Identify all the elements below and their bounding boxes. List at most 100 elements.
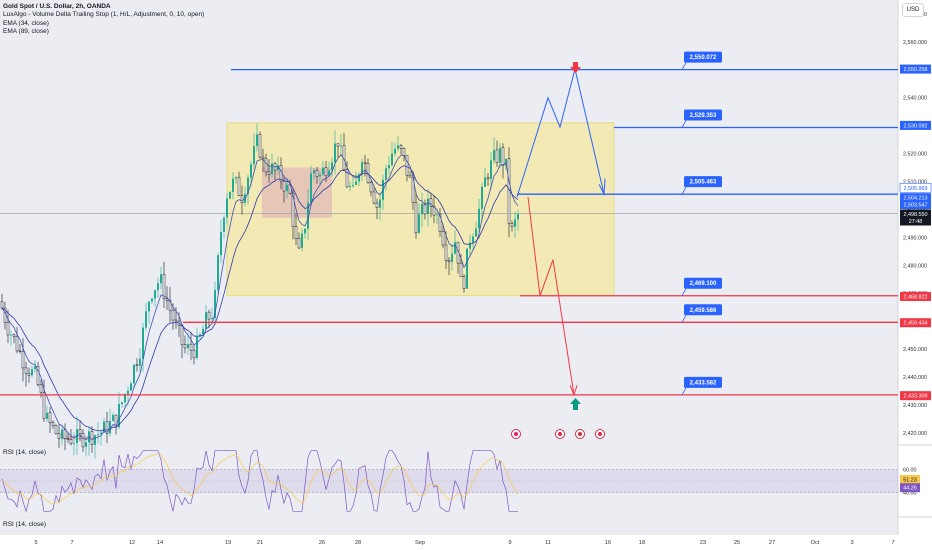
candle-body <box>447 260 451 263</box>
candle-body <box>345 169 349 188</box>
level-label: 2,433.582 <box>690 380 717 386</box>
candle-body <box>39 384 43 393</box>
price-axis-tag-text: 2,459.434 <box>904 321 928 327</box>
price-tick: 2,490.000 <box>903 235 927 241</box>
rsi-ma-line <box>1 453 519 505</box>
bullish-arrowhead <box>598 178 606 196</box>
time-tick: 3 <box>850 540 853 546</box>
candle-body <box>264 158 268 173</box>
candle-body <box>81 433 85 448</box>
candle-body <box>369 182 373 193</box>
candle-body <box>499 147 501 163</box>
rsi-value-tag <box>900 483 920 493</box>
currency-button[interactable]: USD <box>902 3 924 17</box>
time-tick: 21 <box>257 540 263 546</box>
candle-body <box>399 145 403 149</box>
indicator-ema-34[interactable]: EMA (34, close) <box>3 19 49 27</box>
candle-body <box>142 327 144 359</box>
level-label: 2,469.100 <box>690 281 717 287</box>
rsi-pane-label[interactable]: RSI (14, close) <box>3 449 46 456</box>
candle-body <box>180 325 184 345</box>
candle-body <box>271 163 273 175</box>
candle-body <box>418 214 420 233</box>
price-axis-tag <box>900 120 931 130</box>
candle-body <box>472 236 474 243</box>
candle-body <box>361 162 363 175</box>
rsi-pane-2 <box>0 518 898 535</box>
time-tick: 16 <box>605 540 611 546</box>
candle-body <box>69 439 73 444</box>
time-tick: 28 <box>355 540 361 546</box>
rsi-pane2-label[interactable]: RSI (14, close) <box>3 521 46 528</box>
candle-body <box>315 170 319 177</box>
candle-body <box>466 248 468 289</box>
indicator-luxalgo[interactable]: LuxAlgo - Volume Delta Trailing Stop (1,… <box>3 11 205 19</box>
candle-body <box>310 173 312 203</box>
candle-body <box>324 167 328 176</box>
price-axis-tag-text: 2,503.547 <box>904 203 928 209</box>
time-tick: 18 <box>639 540 645 546</box>
level-label: 2,505.463 <box>690 180 717 186</box>
candle-body <box>154 290 156 299</box>
candle-body <box>279 164 283 182</box>
level-label-bg <box>684 109 722 121</box>
symbol-title[interactable]: Gold Spot / U.S. Dollar, 2h, OANDA <box>3 3 111 10</box>
price-axis-tag <box>900 193 931 203</box>
price-tick: 2,440.000 <box>903 375 927 381</box>
candle-body <box>27 372 31 376</box>
price-tick: 2,540.000 <box>903 96 927 102</box>
level-label-bg <box>684 304 722 316</box>
candle-body <box>247 177 249 195</box>
candle-body <box>253 146 255 165</box>
candle-body <box>301 233 303 248</box>
candle-body <box>328 170 330 176</box>
candle-body <box>24 367 28 374</box>
candle-body <box>459 262 463 277</box>
rsi-tick: 40.00 <box>903 491 917 497</box>
candle-body <box>112 415 114 421</box>
candle-body <box>54 425 58 435</box>
bullish-projection <box>516 68 605 198</box>
candle-body <box>133 364 135 384</box>
candle-body <box>207 311 211 320</box>
bearish-arrowhead <box>569 385 578 397</box>
candle-body <box>232 178 234 192</box>
time-tick: 26 <box>319 540 325 546</box>
candle-body <box>421 203 423 215</box>
level-label-pointer <box>681 315 687 323</box>
candle-body <box>334 143 336 163</box>
candle-body <box>313 170 315 174</box>
time-tick: 19 <box>225 540 231 546</box>
candle-body <box>319 174 321 177</box>
candle-body <box>78 429 82 434</box>
price-axis-tag-text: 2,505.969 <box>904 186 928 192</box>
candle-body <box>97 434 99 436</box>
level-label-pointer <box>681 387 687 396</box>
candle-body <box>145 311 147 328</box>
candle-body <box>517 213 519 220</box>
candle-body <box>291 193 295 227</box>
candle-body <box>501 147 505 166</box>
candle-body <box>462 276 466 289</box>
indicator-ema-89[interactable]: EMA (89, close) <box>3 28 49 36</box>
candle-body <box>397 145 399 149</box>
level-label-pointer <box>681 62 687 70</box>
time-tick: 25 <box>734 540 740 546</box>
candle-body <box>94 435 96 445</box>
time-tick: 23 <box>700 540 706 546</box>
candle-body <box>121 402 123 405</box>
event-icon-dot <box>514 432 518 436</box>
candle-body <box>277 165 279 171</box>
price-tick: 2,420.000 <box>903 431 927 437</box>
candle-body <box>127 390 129 394</box>
rsi-value-tag <box>900 475 920 485</box>
candle-body <box>42 392 46 419</box>
candle-body <box>490 160 492 179</box>
candle-body <box>469 242 471 249</box>
time-tick: 12 <box>129 540 135 546</box>
candle-body <box>451 253 453 262</box>
time-tick: 7 <box>70 540 73 546</box>
candle-body <box>388 164 390 169</box>
